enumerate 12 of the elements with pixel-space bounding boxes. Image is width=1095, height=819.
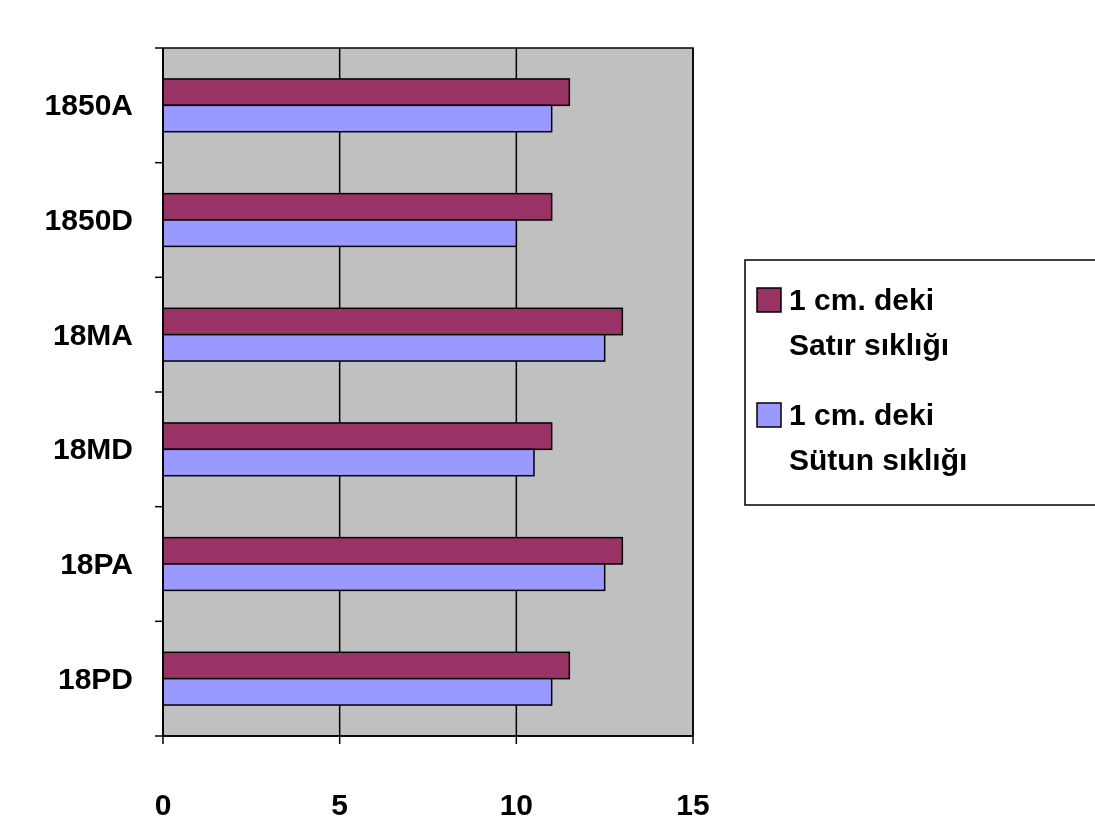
legend-label: 1 cm. deki Satır sıklığı xyxy=(789,283,950,361)
y-tick-label: 18PA xyxy=(60,547,133,580)
y-tick-label: 1850A xyxy=(44,88,133,122)
y-tick-label: 18MD xyxy=(52,432,133,466)
x-tick-label: 10 xyxy=(499,788,534,819)
x-tick-label: 15 xyxy=(676,788,710,819)
x-tick-label: 5 xyxy=(331,788,349,819)
x-tick-label: 0 xyxy=(154,788,172,819)
y-tick-label: 1850D xyxy=(44,203,133,236)
y-tick-label: 18MA xyxy=(52,317,133,351)
y-tick-label: 18PD xyxy=(57,661,133,695)
legend-label: 1 cm. deki Sütun sıklığı xyxy=(789,398,968,476)
